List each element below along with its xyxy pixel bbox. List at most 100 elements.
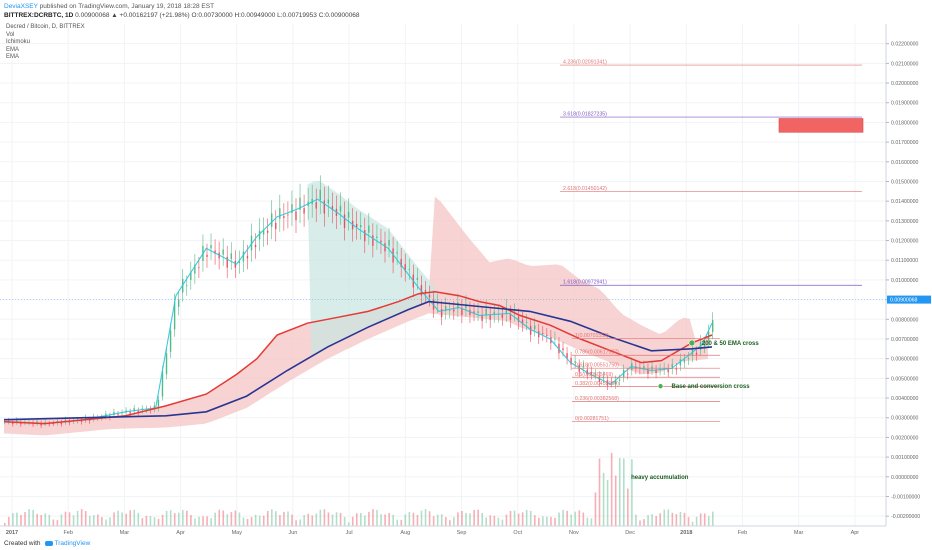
candle-body — [554, 338, 556, 340]
volume-bar — [16, 512, 18, 526]
volume-bar — [250, 517, 253, 526]
volume-bar — [76, 510, 79, 526]
candle-body — [157, 399, 160, 409]
volume-bar — [461, 511, 463, 526]
candle-body — [48, 423, 50, 425]
candle-body — [347, 211, 350, 218]
volume-bar — [550, 516, 552, 526]
legend-item-ema[interactable]: EMA — [6, 46, 20, 53]
fib-level-label: 0.236(0.00382568) — [575, 396, 619, 402]
fibonacci-levels[interactable]: 4.236(0.02091341) 3.618(0.01827235) 2.618(… — [560, 60, 864, 422]
candle-body — [400, 258, 402, 267]
volume-bar — [525, 509, 528, 526]
volume-bar — [129, 510, 132, 526]
volume-bar — [80, 509, 83, 526]
volume-bar — [610, 452, 613, 526]
annotation-label: Base and conversion cross — [672, 384, 751, 390]
volume-bar — [412, 512, 415, 526]
chart-annotations[interactable]: 200 & 50 EMA cross Base and conversion cr… — [631, 339, 759, 481]
volume-bar — [113, 512, 115, 526]
volume-bar — [137, 512, 140, 526]
candle-body — [453, 309, 455, 312]
candle-body — [222, 249, 224, 255]
candle-body — [574, 361, 576, 363]
candle-body — [20, 422, 22, 425]
candle-body — [533, 325, 536, 330]
legend-item-ichimoku[interactable]: Ichimoku — [6, 39, 31, 46]
candle-body — [295, 211, 297, 221]
candle-body — [250, 235, 253, 251]
candle-body — [396, 252, 398, 254]
volume-bar — [687, 517, 690, 526]
volume-bar — [56, 520, 59, 526]
candle-body — [388, 239, 390, 246]
candle-body — [262, 229, 265, 235]
volume-bar — [602, 472, 605, 526]
candle-body — [521, 319, 524, 325]
volume-bar — [574, 511, 577, 526]
volume-bar — [380, 514, 382, 526]
volume-bar — [182, 510, 184, 526]
candle-body — [485, 308, 487, 316]
time-tick-label: Mar — [794, 530, 804, 536]
candle-body — [436, 302, 439, 305]
volume-bar — [651, 514, 653, 526]
published-text: published on TradingView.com, January 19… — [39, 3, 215, 10]
volume-bar — [533, 515, 536, 526]
candle-body — [444, 306, 447, 312]
volume-bar — [388, 513, 390, 526]
volume-bar — [214, 512, 216, 526]
price-tick-label: 0.01700000 — [891, 140, 919, 146]
candle-body — [614, 380, 617, 385]
volume-bar — [695, 516, 698, 526]
candle-body — [133, 408, 135, 412]
volume-bar — [335, 512, 338, 526]
candle-body — [161, 371, 164, 397]
volume-bar — [331, 514, 334, 526]
candle-body — [440, 309, 443, 318]
volume-bar — [319, 509, 322, 526]
volume-bar — [408, 511, 411, 526]
volume-bar — [444, 517, 447, 526]
volume-bar — [291, 514, 293, 526]
candle-body — [355, 224, 358, 228]
candle-body — [570, 357, 572, 365]
author-link[interactable]: DeviaXSEY — [4, 3, 38, 10]
volume-bar — [416, 514, 419, 526]
volume-bar — [327, 512, 330, 526]
candle-body — [372, 235, 374, 246]
price-tick-label: 0.01000000 — [891, 278, 919, 284]
volume-bar — [667, 509, 670, 526]
candle-body — [489, 314, 491, 321]
candle-body — [594, 374, 597, 376]
tradingview-link[interactable]: TradingView — [54, 540, 91, 547]
volume-bar — [145, 515, 148, 526]
candle-body — [319, 189, 321, 201]
candle-body — [424, 290, 427, 294]
volume-bar — [52, 519, 55, 526]
candle-body — [266, 230, 269, 233]
volume-bar — [161, 514, 164, 526]
candle-body — [80, 420, 83, 422]
volume-bar — [105, 519, 107, 526]
candle-body — [465, 303, 467, 309]
volume-bar — [84, 511, 87, 526]
legend-item-vol[interactable]: Vol — [6, 31, 15, 38]
candle-body — [525, 321, 528, 323]
candle-body — [129, 411, 131, 414]
candle-body — [117, 414, 119, 415]
volume-bar — [671, 512, 674, 526]
candle-body — [461, 307, 463, 315]
volume-bar — [521, 512, 524, 526]
volume-bar — [125, 513, 127, 526]
volume-bar — [513, 510, 516, 526]
candle-body — [542, 333, 544, 334]
time-axis[interactable]: 2017 Feb Mar Apr May Jun Jul Aug Sep Oct Nov Dec 201… — [0, 525, 886, 536]
legend-item-ema-2[interactable]: EMA — [6, 54, 20, 61]
volume-bar — [4, 523, 6, 526]
candle-body — [343, 214, 346, 229]
time-tick-label: Jun — [289, 530, 298, 536]
candle-body — [703, 343, 706, 347]
price-axis[interactable]: 0.02200000 0.02100000 0.02000000 0.01900000… — [0, 24, 931, 526]
